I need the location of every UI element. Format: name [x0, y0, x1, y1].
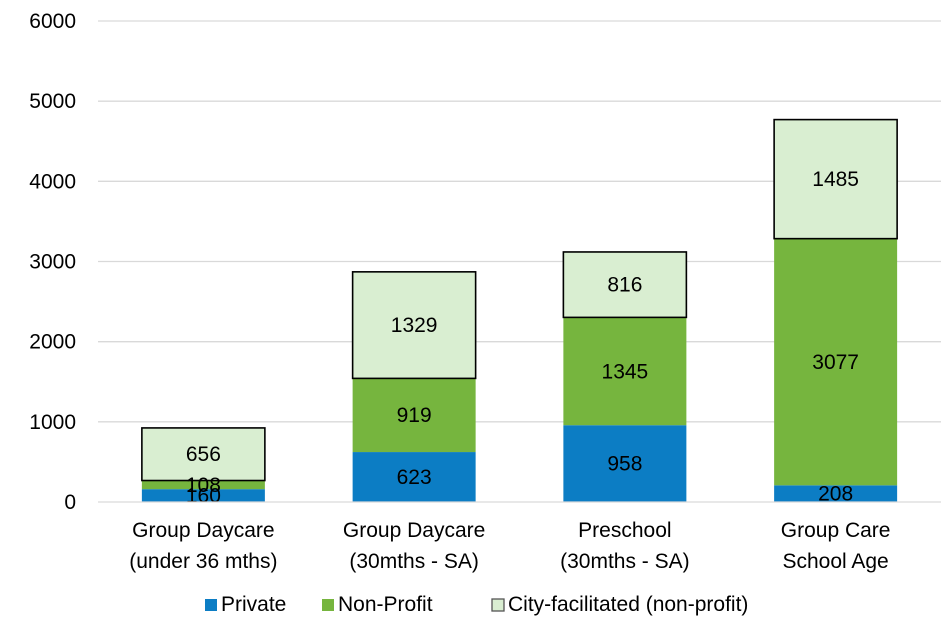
y-tick-label: 5000: [29, 90, 76, 113]
x-category-label: Preschool: [578, 519, 671, 542]
legend-label: Private: [221, 593, 286, 616]
data-label: 816: [607, 274, 642, 297]
bar-segment: [774, 485, 898, 502]
data-label: 623: [397, 466, 432, 489]
bar-segment: [351, 271, 477, 380]
bar-segment: [774, 238, 898, 486]
data-label: 919: [397, 404, 432, 427]
legend-swatch: [491, 598, 505, 612]
x-category-label: School Age: [782, 550, 888, 573]
x-category-label: (under 36 mths): [129, 550, 277, 573]
y-tick-label: 2000: [29, 331, 76, 354]
bar-segment: [352, 378, 476, 453]
data-label: 108: [186, 474, 221, 497]
data-label: 1345: [602, 360, 649, 383]
y-tick-label: 4000: [29, 170, 76, 193]
y-tick-label: 6000: [29, 10, 76, 33]
bar-segment: [141, 427, 266, 482]
bar-segment: [562, 251, 688, 319]
legend-label: Non-Profit: [338, 593, 433, 616]
data-label: 1329: [391, 314, 438, 337]
data-label: 958: [607, 453, 642, 476]
data-label: 656: [186, 443, 221, 466]
y-tick-label: 1000: [29, 411, 76, 434]
bar-segment: [563, 317, 687, 426]
x-category-label: (30mths - SA): [560, 550, 690, 573]
x-category-label: Group Daycare: [343, 519, 485, 542]
legend-label: City-facilitated (non-profit): [508, 593, 748, 616]
data-label: 1485: [812, 168, 859, 191]
bar-segment: [773, 118, 898, 240]
data-label: 3077: [812, 351, 859, 374]
legend-swatch: [322, 599, 334, 611]
x-category-label: Group Daycare: [132, 519, 274, 542]
x-category-label: Group Care: [781, 519, 891, 542]
y-tick-label: 0: [64, 491, 76, 514]
x-category-label: (30mths - SA): [349, 550, 479, 573]
bar-segment: [563, 425, 687, 502]
y-tick-label: 3000: [29, 251, 76, 274]
bar-segment: [352, 452, 476, 502]
legend-swatch: [205, 599, 217, 611]
data-label: 208: [818, 483, 853, 506]
bar-segment: [141, 480, 265, 490]
bar-segment: [141, 489, 265, 502]
